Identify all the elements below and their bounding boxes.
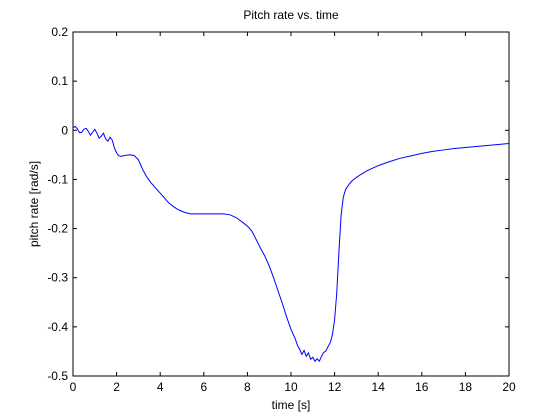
- y-axis-label: pitch rate [rad/s]: [27, 161, 41, 247]
- x-tick-label: 6: [200, 380, 207, 394]
- x-tick-label: 4: [157, 380, 164, 394]
- x-tick-label: 2: [113, 380, 120, 394]
- x-tick-label: 18: [459, 380, 473, 394]
- y-tick-label: -0.2: [47, 222, 68, 236]
- x-tick-label: 8: [244, 380, 251, 394]
- x-tick-label: 0: [70, 380, 77, 394]
- x-axis-label: time [s]: [272, 398, 311, 412]
- x-tick-label: 14: [372, 380, 386, 394]
- x-tick-label: 12: [328, 380, 342, 394]
- y-axis-tick-labels: -0.5 -0.4 -0.3 -0.2 -0.1 0 0.1 0.2: [47, 25, 68, 383]
- y-tick-label: -0.5: [47, 369, 68, 383]
- x-tick-label: 16: [415, 380, 429, 394]
- y-tick-label: -0.1: [47, 172, 68, 186]
- chart-title: Pitch rate vs. time: [243, 8, 339, 22]
- plot-area: [72, 31, 510, 377]
- y-tick-label: -0.3: [47, 271, 68, 285]
- x-tick-label: 20: [502, 380, 516, 394]
- x-tick-label: 10: [284, 380, 298, 394]
- pitch-rate-series-line: [72, 125, 510, 363]
- y-tick-label: 0.2: [51, 25, 68, 39]
- y-tick-label: -0.4: [47, 320, 68, 334]
- y-tick-label: 0.1: [51, 74, 68, 88]
- x-axis-tick-labels: 0 2 4 6 8 10 12 14 16 18 20: [70, 380, 516, 394]
- axis-ticks: [72, 31, 510, 377]
- y-tick-label: 0: [61, 123, 68, 137]
